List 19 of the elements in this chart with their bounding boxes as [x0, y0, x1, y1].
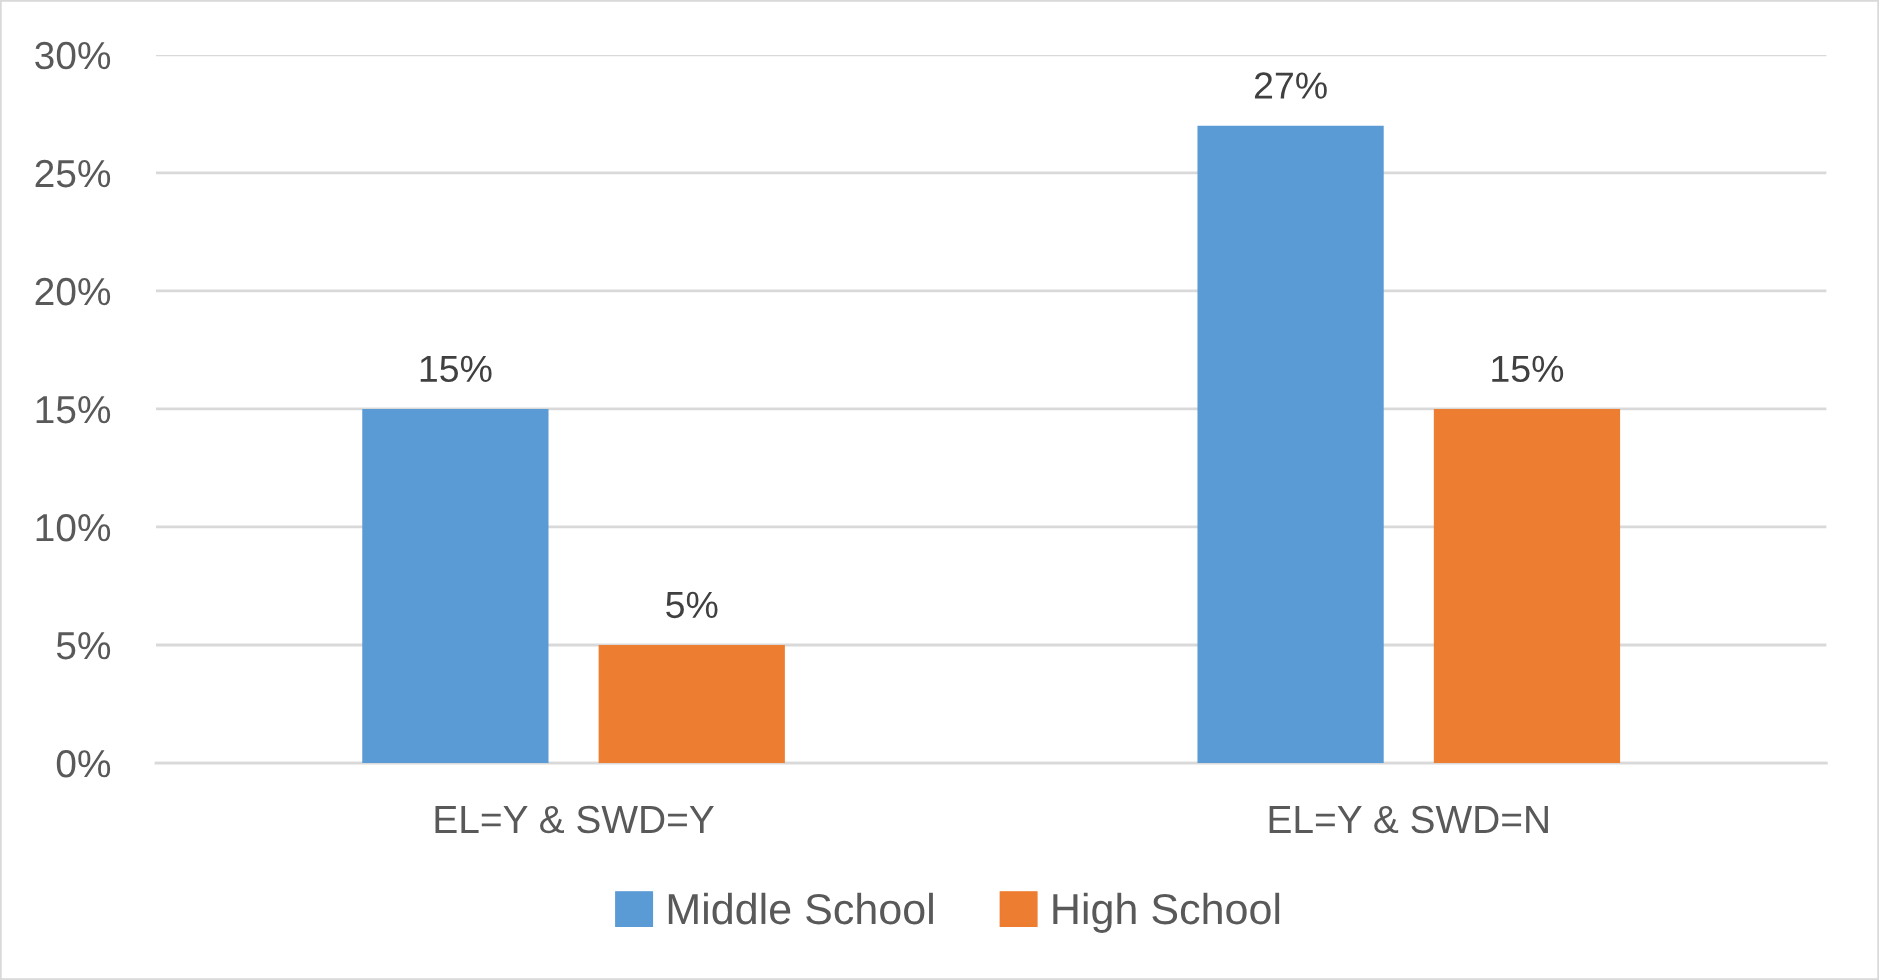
x-tick-label: EL=Y & SWD=N: [1269, 805, 1548, 834]
data-label: 5%: [666, 591, 718, 619]
bar: [1197, 125, 1384, 764]
bar: [1433, 408, 1621, 764]
data-label: 27%: [1254, 72, 1327, 99]
x-tick-label: EL=Y & SWD=Y: [435, 805, 714, 834]
y-tick-label: 25%: [35, 159, 111, 188]
y-tick-label: 30%: [35, 41, 111, 70]
y-tick-label: 20%: [35, 277, 111, 306]
y-tick-label: 15%: [36, 396, 111, 424]
y-tick-label: 10%: [36, 513, 111, 542]
legend-label: Middle School: [668, 892, 933, 925]
legend-label: High School: [1053, 892, 1280, 933]
y-tick-label: 0%: [56, 749, 111, 778]
data-label: 15%: [1492, 355, 1564, 383]
data-label: 15%: [420, 355, 492, 383]
bar: [598, 645, 785, 764]
bar: [362, 408, 549, 764]
y-tick-label: 5%: [56, 632, 111, 660]
